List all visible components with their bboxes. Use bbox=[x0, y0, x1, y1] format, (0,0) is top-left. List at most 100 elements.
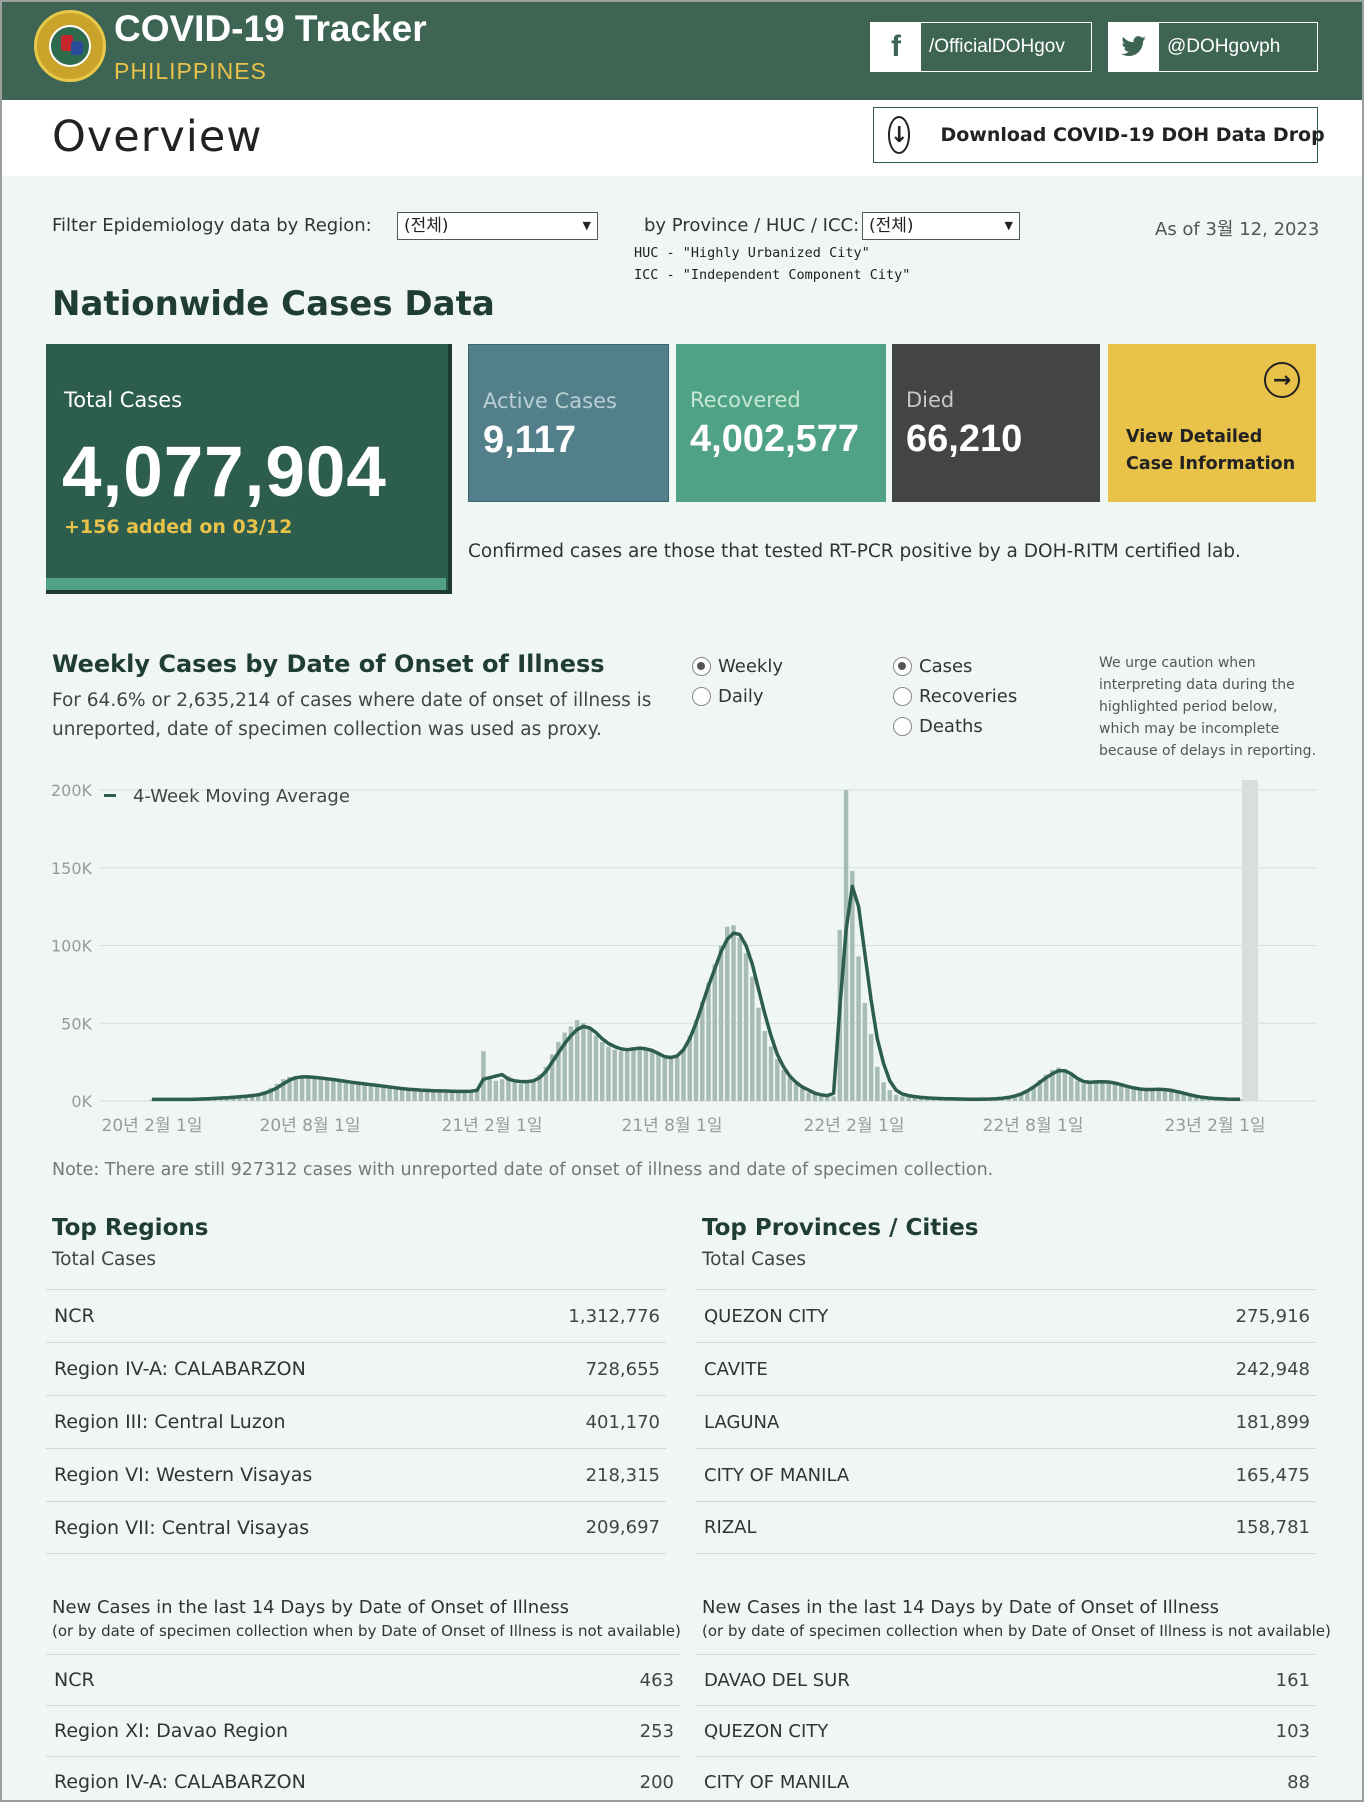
row-value: 728,655 bbox=[585, 1358, 660, 1380]
table-row[interactable]: NCR 463 bbox=[46, 1654, 680, 1705]
chart-bar bbox=[487, 1079, 492, 1101]
chart-bar bbox=[831, 1096, 836, 1101]
row-value: 242,948 bbox=[1235, 1358, 1310, 1380]
chart-bar bbox=[474, 1088, 480, 1101]
row-name: CITY OF MANILA bbox=[704, 1771, 850, 1793]
chart-bar bbox=[787, 1077, 793, 1101]
table-row[interactable]: CITY OF MANILA 88 bbox=[696, 1756, 1316, 1802]
app-title: COVID-19 Tracker bbox=[114, 8, 427, 49]
row-value: 218,315 bbox=[585, 1464, 660, 1486]
table-row[interactable]: DAVAO DEL SUR 161 bbox=[696, 1654, 1316, 1705]
radio-recoveries[interactable]: Recoveries bbox=[893, 686, 1017, 707]
table-row[interactable]: LAGUNA 181,899 bbox=[696, 1395, 1316, 1448]
chart-bar bbox=[812, 1094, 818, 1101]
x-tick-label: 23년 2월 1일 bbox=[1165, 1116, 1266, 1136]
chart-bar bbox=[793, 1083, 799, 1101]
died-card[interactable]: Died 66,210 bbox=[892, 344, 1100, 502]
radio-selected-icon bbox=[692, 657, 711, 676]
y-tick-label: 200K bbox=[51, 781, 93, 800]
radio-weekly[interactable]: Weekly bbox=[692, 656, 783, 677]
table-row[interactable]: CAVITE 242,948 bbox=[696, 1342, 1316, 1395]
chart-bar bbox=[1025, 1090, 1030, 1101]
chart-bar bbox=[1006, 1097, 1011, 1101]
chart-bar bbox=[1137, 1090, 1143, 1101]
table-row[interactable]: RIZAL 158,781 bbox=[696, 1501, 1316, 1554]
chart-bar bbox=[499, 1079, 505, 1101]
recovered-card[interactable]: Recovered 4,002,577 bbox=[676, 344, 886, 502]
row-name: Region VI: Western Visayas bbox=[54, 1464, 313, 1486]
chart-bar bbox=[437, 1090, 442, 1101]
chart-bar bbox=[462, 1091, 467, 1101]
row-value: 253 bbox=[639, 1720, 674, 1742]
weekly-chart-title: Weekly Cases by Date of Onset of Illness bbox=[52, 650, 605, 678]
download-data-drop-button[interactable]: ↓ Download COVID-19 DOH Data Drop bbox=[873, 107, 1325, 163]
chart-bar bbox=[674, 1057, 680, 1101]
chart-bar bbox=[768, 1046, 774, 1101]
chart-bar bbox=[262, 1090, 267, 1101]
radio-weekly-label: Weekly bbox=[718, 656, 783, 677]
chart-bar bbox=[581, 1023, 586, 1101]
chart-bar bbox=[599, 1041, 605, 1101]
table-row[interactable]: Region IV-A: CALABARZON 728,655 bbox=[46, 1342, 666, 1395]
view-detailed-case-button[interactable]: → View Detailed Case Information bbox=[1108, 344, 1316, 502]
chart-bar bbox=[299, 1075, 305, 1101]
active-cases-card[interactable]: Active Cases 9,117 bbox=[468, 344, 669, 502]
facebook-link[interactable]: f /OfficialDOHgov bbox=[870, 22, 1092, 72]
table-row[interactable]: Region XI: Davao Region 253 bbox=[46, 1705, 680, 1756]
caution-note: We urge caution when interpreting data d… bbox=[1099, 655, 1317, 759]
table-row[interactable]: NCR 1,312,776 bbox=[46, 1289, 666, 1342]
chart-bar bbox=[1037, 1080, 1043, 1101]
chart-bar bbox=[1081, 1083, 1086, 1101]
view-detailed-label: View Detailed Case Information bbox=[1126, 427, 1296, 474]
chart-bar bbox=[637, 1046, 642, 1101]
chart-bar bbox=[1131, 1089, 1136, 1101]
chart-bar bbox=[543, 1066, 549, 1101]
chart-bar bbox=[393, 1087, 399, 1101]
table-row[interactable]: QUEZON CITY 103 bbox=[696, 1705, 1316, 1756]
chart-bar bbox=[1093, 1080, 1099, 1101]
chart-bar bbox=[893, 1094, 899, 1101]
chart-bar bbox=[256, 1093, 261, 1101]
row-name: LAGUNA bbox=[704, 1411, 780, 1433]
chart-bar bbox=[900, 1096, 905, 1101]
row-value: 401,170 bbox=[585, 1411, 660, 1433]
chart-bar bbox=[756, 1007, 761, 1101]
table-row[interactable]: Region III: Central Luzon 401,170 bbox=[46, 1395, 666, 1448]
chart-bar bbox=[618, 1051, 624, 1101]
row-name: Region IV-A: CALABARZON bbox=[54, 1358, 306, 1380]
chart-bar bbox=[337, 1080, 342, 1101]
total-cases-added: +156 added on 03/12 bbox=[64, 516, 293, 538]
chart-bar bbox=[1100, 1081, 1105, 1101]
weekly-cases-chart[interactable]: 0K 50K 100K 150K 200K 4-Week Moving Average 20… bbox=[40, 770, 1340, 1150]
row-value: 165,475 bbox=[1235, 1464, 1310, 1486]
table-row[interactable]: Region IV-A: CALABARZON 200 bbox=[46, 1756, 680, 1802]
active-cases-value: 9,117 bbox=[483, 419, 576, 461]
y-tick-label: 100K bbox=[51, 937, 93, 956]
radio-cases[interactable]: Cases bbox=[893, 656, 972, 677]
radio-cases-label: Cases bbox=[919, 656, 973, 677]
recovered-label: Recovered bbox=[690, 388, 801, 412]
table-row[interactable]: Region VI: Western Visayas 218,315 bbox=[46, 1448, 666, 1501]
table-row[interactable]: CITY OF MANILA 165,475 bbox=[696, 1448, 1316, 1501]
chart-bar bbox=[825, 1097, 830, 1101]
radio-daily[interactable]: Daily bbox=[692, 686, 764, 707]
chart-bar bbox=[324, 1078, 330, 1101]
table-row[interactable]: QUEZON CITY 275,916 bbox=[696, 1289, 1316, 1342]
region-select[interactable]: (전체) ▼ bbox=[397, 212, 598, 240]
twitter-link[interactable]: @DOHgovph bbox=[1108, 22, 1318, 72]
province-select[interactable]: (전체) ▼ bbox=[862, 212, 1020, 240]
chart-bar bbox=[468, 1090, 474, 1101]
confirmed-cases-note: Confirmed cases are those that tested RT… bbox=[468, 541, 1241, 562]
chart-bar bbox=[1168, 1090, 1174, 1101]
new-provinces-table: DAVAO DEL SUR 161 QUEZON CITY 103 CITY OF MA… bbox=[696, 1654, 1316, 1802]
chart-bar bbox=[387, 1087, 392, 1101]
top-regions-table: NCR 1,312,776 Region IV-A: CALABARZON 728,6… bbox=[46, 1289, 666, 1554]
radio-deaths[interactable]: Deaths bbox=[893, 716, 983, 737]
chart-bar bbox=[624, 1049, 630, 1101]
top-provinces-subtitle: Total Cases bbox=[702, 1249, 806, 1270]
chart-bar bbox=[662, 1057, 667, 1101]
row-name: DAVAO DEL SUR bbox=[704, 1669, 850, 1691]
chart-bar bbox=[1112, 1083, 1118, 1101]
table-row[interactable]: Region VII: Central Visayas 209,697 bbox=[46, 1501, 666, 1554]
row-name: Region IV-A: CALABARZON bbox=[54, 1771, 306, 1793]
